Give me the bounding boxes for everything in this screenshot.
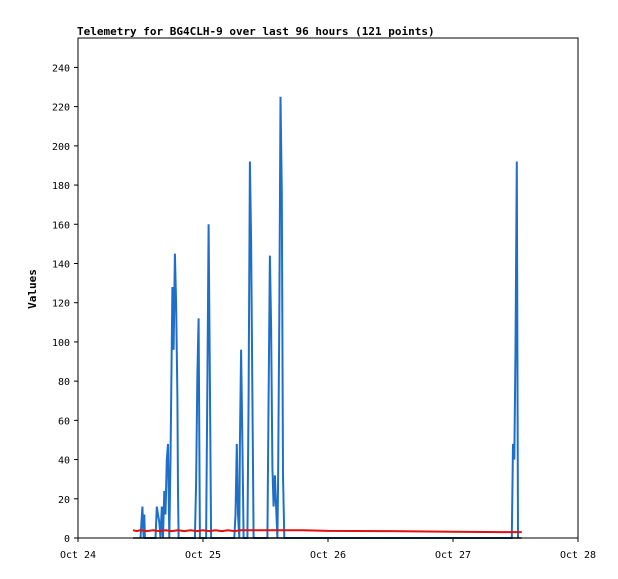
y-tick-label: 140 xyxy=(52,259,70,270)
chart-title: Telemetry for BG4CLH-9 over last 96 hour… xyxy=(77,25,435,38)
y-tick-label: 120 xyxy=(52,299,70,310)
x-axis: Oct 24 Oct 25 Oct 26 Oct 27 Oct 28 xyxy=(60,538,596,561)
x-tick-label: Oct 25 xyxy=(185,550,221,561)
y-tick-label: 0 xyxy=(64,534,70,545)
y-tick-label: 80 xyxy=(58,377,70,388)
x-tick-label: Oct 24 xyxy=(60,550,96,561)
x-tick-label: Oct 26 xyxy=(310,550,346,561)
y-tick-label: 240 xyxy=(52,63,70,74)
y-tick-label: 220 xyxy=(52,103,70,114)
series-group xyxy=(132,96,522,539)
y-tick-label: 180 xyxy=(52,181,70,192)
y-axis-label: Values xyxy=(26,269,39,309)
plot-area-frame xyxy=(77,37,579,539)
series-line-1 xyxy=(132,529,522,534)
series-line-0 xyxy=(139,96,519,539)
y-tick-label: 60 xyxy=(58,416,70,427)
y-tick-label: 160 xyxy=(52,220,70,231)
x-tick-label: Oct 28 xyxy=(560,550,596,561)
y-axis: 0 20 40 60 80 100 120 140 160 180 200 220 240 xyxy=(52,63,78,545)
y-tick-label: 20 xyxy=(58,495,70,506)
y-tick-label: 40 xyxy=(58,456,70,467)
y-tick-label: 100 xyxy=(52,338,70,349)
x-tick-label: Oct 27 xyxy=(435,550,471,561)
y-tick-label: 200 xyxy=(52,142,70,153)
